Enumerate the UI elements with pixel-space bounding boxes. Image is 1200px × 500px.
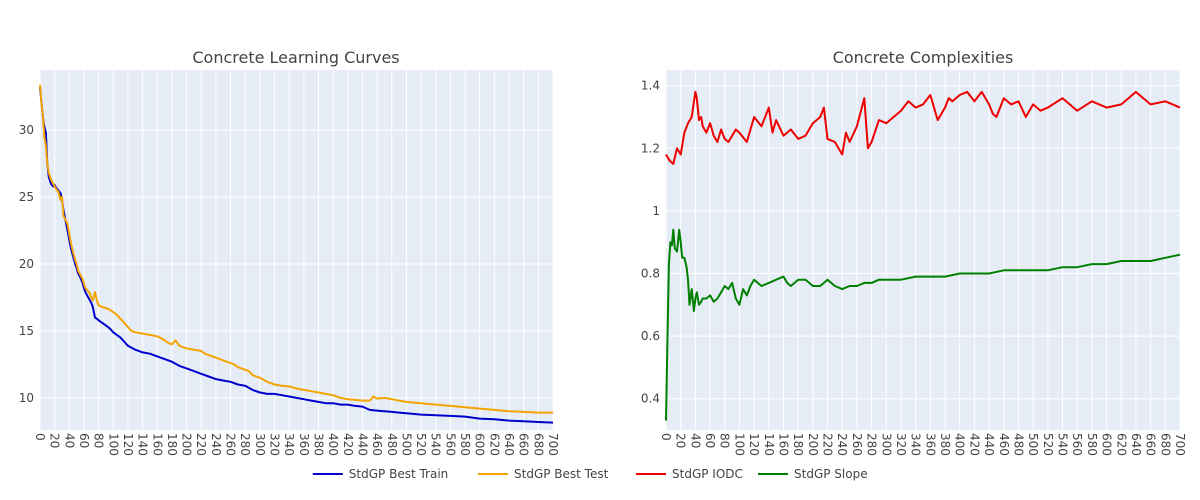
cx-x-tick-label: 100	[732, 433, 746, 456]
cx-y-tick-label: 0.4	[641, 392, 660, 406]
cx-x-tick-label: 480	[1011, 433, 1025, 456]
cx-x-tick-label: 280	[865, 433, 879, 456]
complexities-plot: Concrete Complexities 0 20 40 60 80 100 120 140…	[641, 48, 1187, 456]
cx-x-tick-label: 700	[1173, 433, 1187, 456]
cx-x-tick-label: 680	[1158, 433, 1172, 456]
lc-x-tick-label: 160	[150, 433, 164, 456]
legend-label-stdgp-best-test[interactable]: StdGP Best Test	[514, 467, 609, 481]
legend-label-stdgp-iodc[interactable]: StdGP IODC	[672, 467, 743, 481]
legend-label-stdgp-best-train[interactable]: StdGP Best Train	[349, 467, 448, 481]
lc-x-tick-label: 580	[458, 433, 472, 456]
lc-x-tick-label: 0	[33, 433, 47, 441]
series-line-stdgp-best-test	[39, 84, 553, 414]
lc-x-tick-label: 380	[311, 433, 325, 456]
lc-x-tick-label: 240	[209, 433, 223, 456]
lc-x-tick-label: 60	[77, 433, 91, 448]
lc-x-tick-label: 480	[385, 433, 399, 456]
lc-x-tick-label: 120	[121, 433, 135, 456]
lc-x-tick-label: 420	[341, 433, 355, 456]
series-line-stdgp-slope	[665, 228, 1181, 421]
lc-x-tick-label: 520	[414, 433, 428, 456]
lc-y-tick-label: 25	[19, 190, 34, 204]
lc-x-tick-label: 600	[473, 433, 487, 456]
cx-x-tick-label: 580	[1085, 433, 1099, 456]
cx-x-tick-label: 320	[894, 433, 908, 456]
lc-x-tick-label: 700	[546, 433, 560, 456]
cx-x-tick-label: 220	[821, 433, 835, 456]
cx-x-tick-label: 600	[1100, 433, 1114, 456]
lc-x-tick-label: 620	[487, 433, 501, 456]
cx-x-tick-label: 140	[762, 433, 776, 456]
cx-x-tick-label: 0	[659, 433, 673, 441]
lc-y-tick-label: 30	[19, 123, 34, 137]
series-line-stdgp-best-train	[39, 87, 554, 424]
cx-x-tick-label: 620	[1114, 433, 1128, 456]
lc-x-tick-label: 300	[253, 433, 267, 456]
lc-x-tick-label: 260	[224, 433, 238, 456]
lc-y-tick-label: 15	[19, 324, 34, 338]
cx-x-tick-label: 540	[1056, 433, 1070, 456]
lc-x-tick-label: 20	[48, 433, 62, 448]
cx-x-tick-label: 640	[1129, 433, 1143, 456]
cx-x-tick-label: 120	[747, 433, 761, 456]
lc-x-tick-label: 640	[502, 433, 516, 456]
lc-x-tick-label: 200	[180, 433, 194, 456]
cx-x-tick-label: 20	[674, 433, 688, 448]
lc-x-tick-label: 140	[136, 433, 150, 456]
lc-x-tick-label: 360	[297, 433, 311, 456]
lc-x-tick-label: 320	[268, 433, 282, 456]
lc-x-tick-label: 280	[238, 433, 252, 456]
lc-x-tick-label: 660	[517, 433, 531, 456]
lc-x-tick-label: 220	[194, 433, 208, 456]
lc-y-tick-label: 10	[19, 391, 34, 405]
legend: StdGP Best Train StdGP Best Test StdGP IOD…	[312, 467, 868, 481]
complexities-title: Concrete Complexities	[833, 48, 1014, 67]
cx-x-tick-label: 160	[776, 433, 790, 456]
lc-x-tick-label: 40	[62, 433, 76, 448]
cx-x-tick-label: 520	[1041, 433, 1055, 456]
cx-y-tick-label: 1.2	[641, 141, 660, 155]
series-line-stdgp-iodc	[665, 90, 1181, 165]
cx-y-tick-label: 1.4	[641, 79, 660, 93]
cx-y-tick-label: 0.6	[641, 329, 660, 343]
lc-x-tick-label: 100	[106, 433, 120, 456]
lc-x-tick-label: 80	[92, 433, 106, 448]
cx-x-tick-label: 340	[909, 433, 923, 456]
cx-x-tick-label: 300	[879, 433, 893, 456]
lc-y-tick-label: 20	[19, 257, 34, 271]
lc-x-tick-label: 540	[429, 433, 443, 456]
learning-curves-plot: Concrete Learning Curves 0 20 40 60 80 100 120…	[19, 48, 560, 456]
lc-plot-background	[40, 70, 553, 430]
cx-y-tick-label: 0.8	[641, 266, 660, 280]
cx-x-tick-label: 200	[806, 433, 820, 456]
legend-label-stdgp-slope[interactable]: StdGP Slope	[794, 467, 868, 481]
cx-x-tick-label: 440	[982, 433, 996, 456]
cx-x-tick-label: 660	[1144, 433, 1158, 456]
lc-x-tick-label: 440	[355, 433, 369, 456]
cx-x-tick-label: 80	[718, 433, 732, 448]
cx-x-tick-label: 420	[967, 433, 981, 456]
cx-x-tick-label: 560	[1070, 433, 1084, 456]
lc-x-tick-label: 340	[282, 433, 296, 456]
cx-y-tick-label: 1	[652, 204, 660, 218]
cx-x-tick-label: 40	[688, 433, 702, 448]
cx-x-tick-label: 260	[850, 433, 864, 456]
lc-x-tick-label: 560	[443, 433, 457, 456]
cx-x-tick-label: 240	[835, 433, 849, 456]
lc-x-tick-label: 500	[399, 433, 413, 456]
cx-x-tick-label: 460	[997, 433, 1011, 456]
cx-x-tick-label: 360	[923, 433, 937, 456]
lc-x-tick-label: 680	[531, 433, 545, 456]
lc-x-tick-label: 400	[326, 433, 340, 456]
cx-plot-background	[666, 70, 1180, 430]
cx-x-tick-label: 60	[703, 433, 717, 448]
lc-x-tick-label: 180	[165, 433, 179, 456]
lc-x-tick-label: 460	[370, 433, 384, 456]
learning-curves-title: Concrete Learning Curves	[192, 48, 399, 67]
cx-x-tick-label: 400	[953, 433, 967, 456]
cx-x-tick-label: 180	[791, 433, 805, 456]
cx-x-tick-label: 500	[1026, 433, 1040, 456]
cx-x-tick-label: 380	[938, 433, 952, 456]
